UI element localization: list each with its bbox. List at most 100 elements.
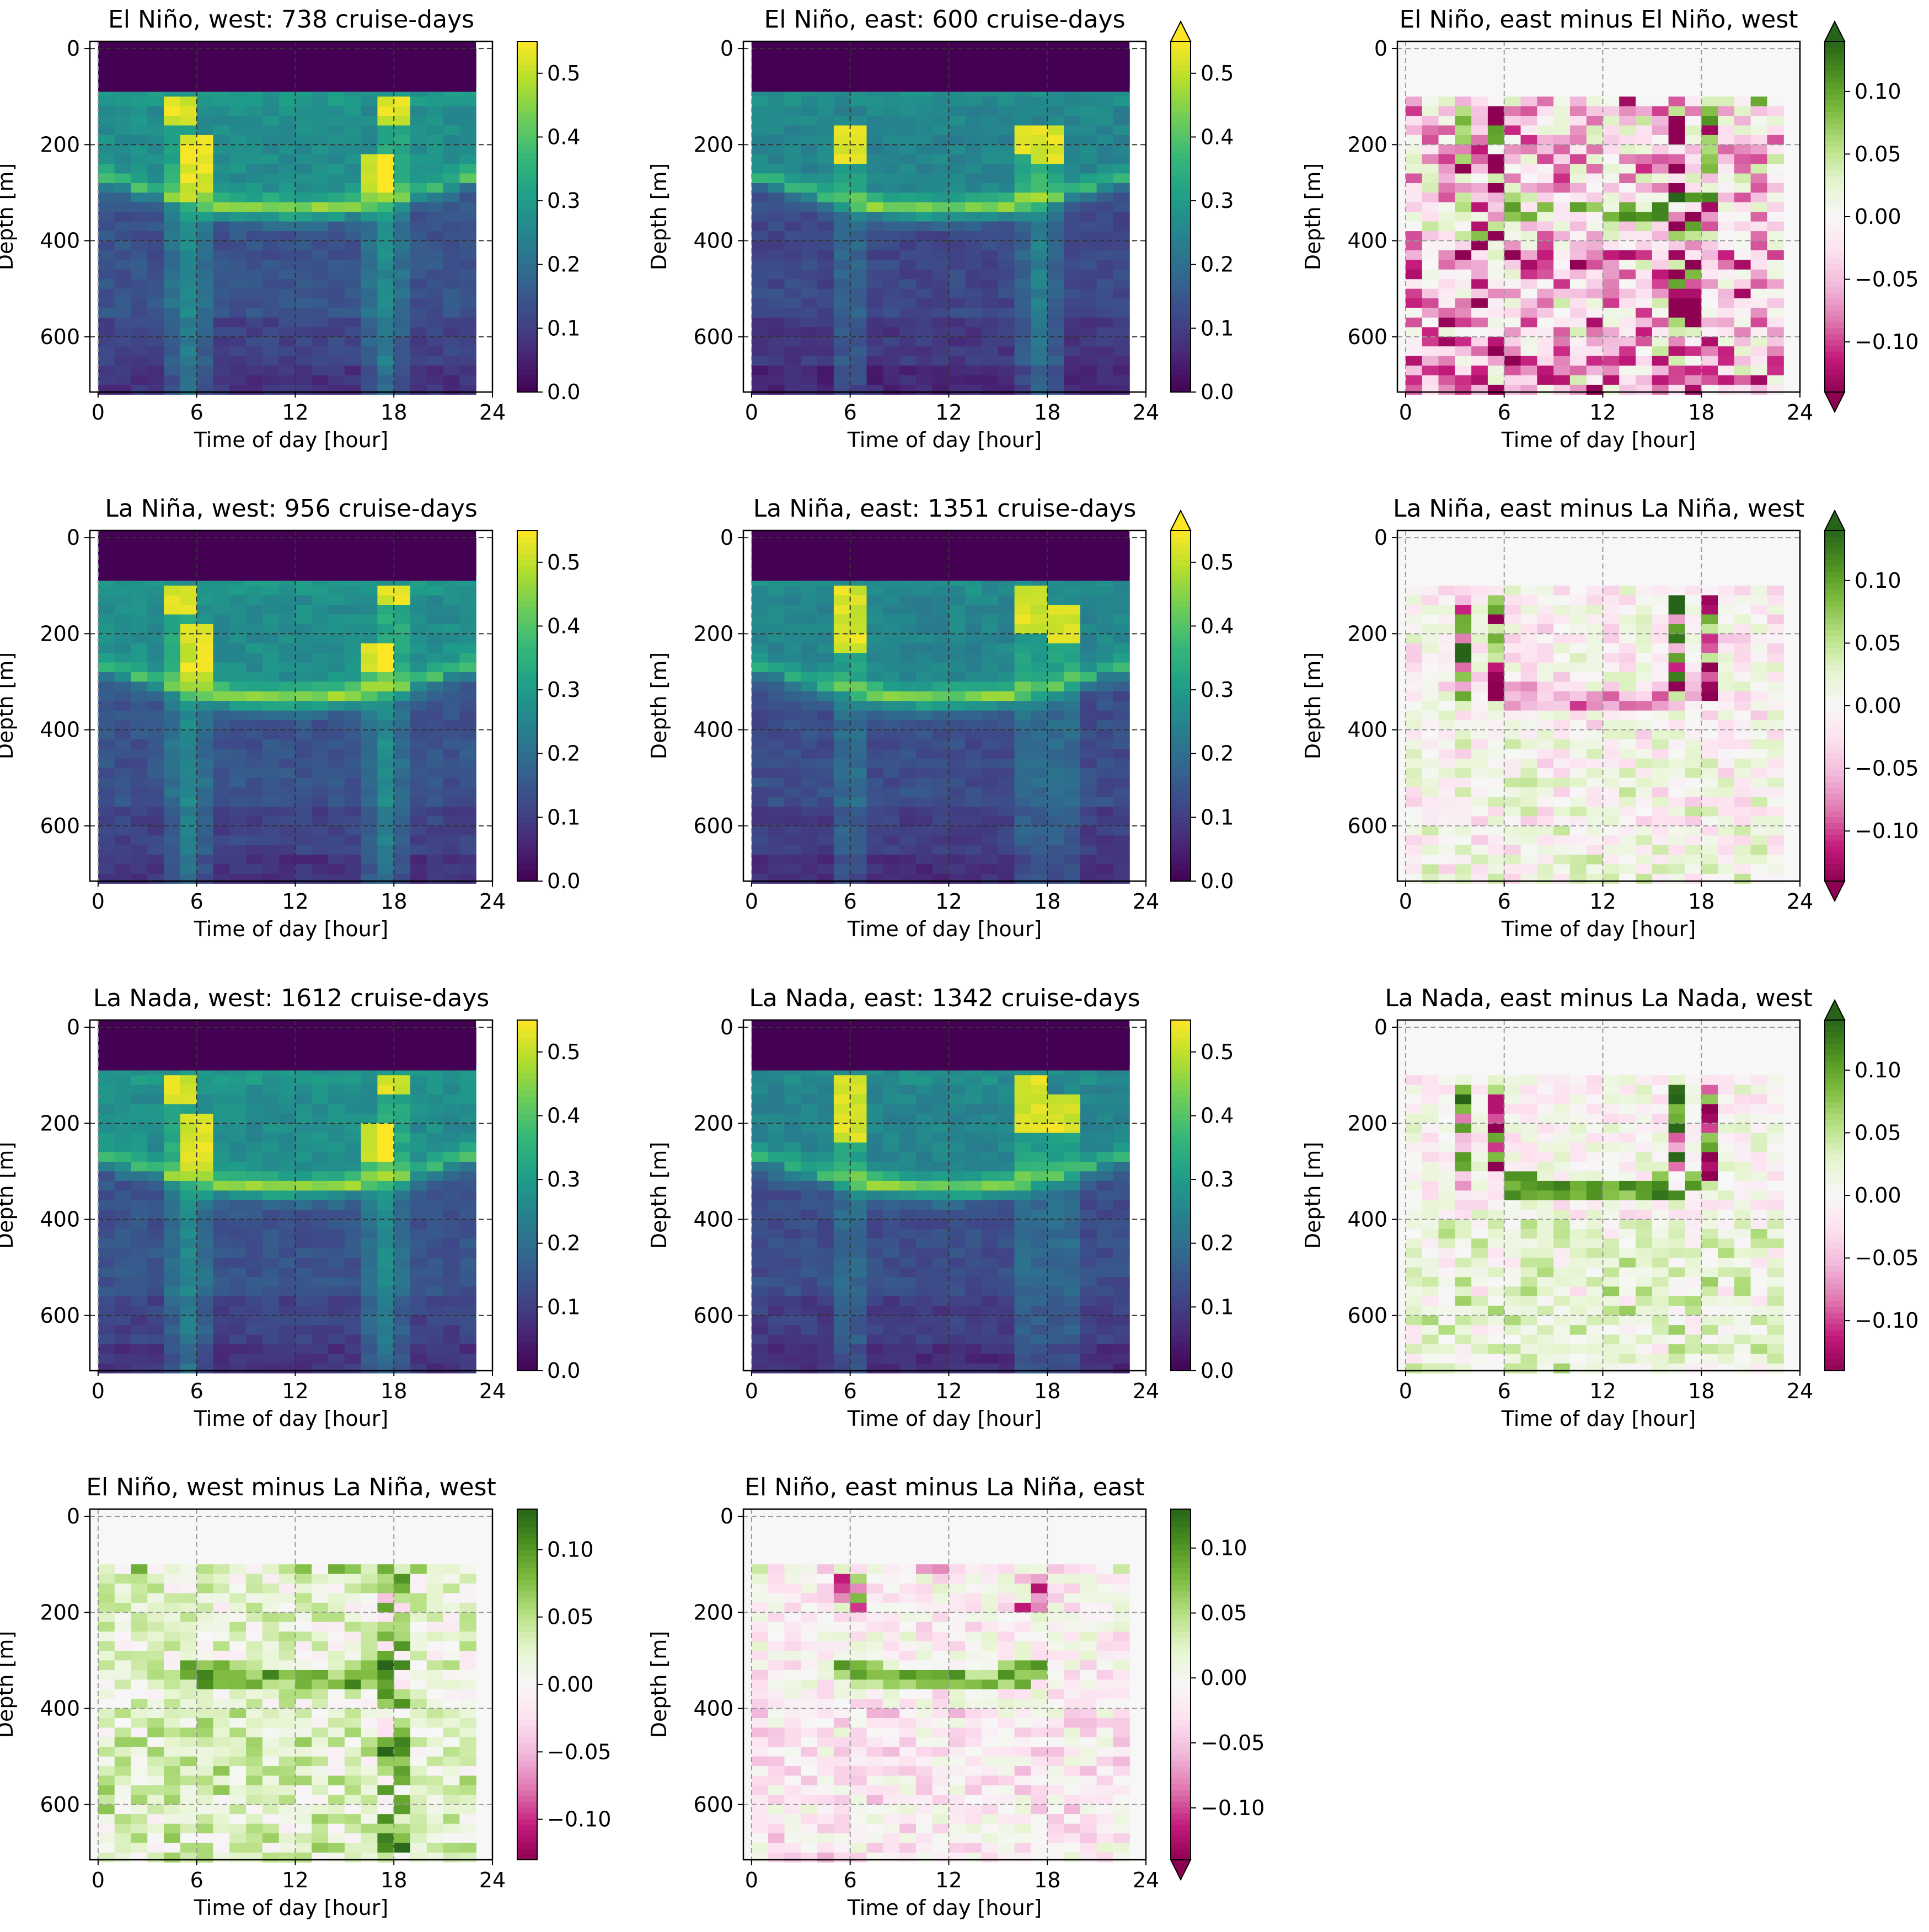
heatmap-cell <box>801 825 818 836</box>
heatmap-cell <box>1537 653 1554 663</box>
heatmap-cell <box>1569 768 1587 779</box>
heatmap-cell <box>1047 662 1064 673</box>
heatmap-cell <box>229 240 247 251</box>
heatmap-cell <box>982 202 999 212</box>
heatmap-cell <box>312 643 329 653</box>
heatmap-cell <box>866 183 883 193</box>
heatmap-cell <box>1603 643 1620 653</box>
heatmap-cell <box>114 135 132 145</box>
heatmap-cell <box>459 681 476 692</box>
y-tick-label: 600 <box>693 325 733 349</box>
heatmap-cell <box>1064 653 1081 663</box>
heatmap-cell <box>1096 835 1113 846</box>
heatmap-cell <box>1553 336 1571 347</box>
heatmap-cell <box>213 835 230 846</box>
heatmap-cell <box>426 749 444 759</box>
heatmap-cell <box>1405 643 1423 653</box>
heatmap-cell <box>1767 346 1784 357</box>
heatmap-cell <box>1701 212 1718 222</box>
heatmap-cell <box>949 710 966 721</box>
heatmap-cell <box>394 202 411 212</box>
heatmap-cell <box>1405 787 1423 798</box>
heatmap-cell <box>131 787 148 798</box>
colorbar-segment <box>1171 141 1191 147</box>
heatmap-cell <box>915 768 933 779</box>
heatmap-cell <box>246 260 263 270</box>
heatmap-cell <box>1767 164 1784 174</box>
heatmap-cell <box>817 384 834 395</box>
heatmap-cell <box>1047 825 1064 836</box>
heatmap-cell <box>768 605 785 615</box>
heatmap-cell <box>1471 96 1488 107</box>
heatmap-cell <box>1685 279 1702 289</box>
heatmap-cell <box>1405 835 1423 846</box>
heatmap-cell <box>817 768 834 779</box>
heatmap-cell <box>1718 356 1735 366</box>
heatmap-cell <box>1603 202 1620 212</box>
heatmap-cell <box>784 729 801 740</box>
heatmap-cell <box>394 250 411 260</box>
heatmap-cell <box>1767 366 1784 376</box>
heatmap-cell <box>459 758 476 769</box>
heatmap-cell <box>801 106 818 116</box>
heatmap-cell <box>1080 183 1097 193</box>
surface-band <box>751 530 1130 581</box>
heatmap-cell <box>833 729 851 740</box>
heatmap-cell <box>114 701 132 711</box>
heatmap-cell <box>1422 183 1439 193</box>
heatmap-cell <box>1734 346 1751 357</box>
colorbar-segment <box>1825 281 1845 287</box>
heatmap-cell <box>1553 288 1571 299</box>
heatmap-cell <box>229 653 247 663</box>
heatmap-cell <box>1438 720 1455 731</box>
heatmap-cell <box>1586 749 1604 759</box>
heatmap-cell <box>262 701 280 711</box>
heatmap-cell <box>915 835 933 846</box>
heatmap-cell <box>932 173 950 184</box>
heatmap-cell <box>932 288 950 299</box>
heatmap-cell <box>1096 164 1113 174</box>
heatmap-cell <box>213 797 230 807</box>
heatmap-cell <box>1471 672 1488 682</box>
heatmap-cell <box>1113 346 1130 357</box>
heatmap-cell <box>180 624 197 634</box>
heatmap-cell <box>915 777 933 788</box>
heatmap-cell <box>1619 250 1636 260</box>
heatmap-cell <box>1438 135 1455 145</box>
heatmap-cell <box>229 231 247 242</box>
heatmap-cell <box>899 346 917 357</box>
heatmap-cell <box>443 221 460 232</box>
axes-frame <box>89 40 494 393</box>
heatmap-cell <box>817 221 834 232</box>
heatmap-cell <box>915 873 933 884</box>
heatmap-cell <box>312 366 329 376</box>
heatmap-cell <box>1537 614 1554 625</box>
colorbar-segment <box>517 706 537 712</box>
heatmap-cell <box>246 96 263 107</box>
heatmap-cell <box>131 279 148 289</box>
heatmap-cell <box>1553 816 1571 827</box>
heatmap-cell <box>180 173 197 184</box>
heatmap-cell <box>751 318 769 328</box>
heatmap-cell <box>1471 202 1488 212</box>
heatmap-cell <box>1537 586 1554 596</box>
heatmap-cell <box>410 318 427 328</box>
colorbar-tick-label: 0.2 <box>547 742 580 766</box>
heatmap-cell <box>1438 298 1455 309</box>
heatmap-cell <box>426 845 444 855</box>
heatmap-cell <box>1113 135 1130 145</box>
heatmap-cell <box>833 308 851 318</box>
heatmap-cell <box>426 164 444 174</box>
heatmap-cell <box>883 221 900 232</box>
heatmap-cell <box>443 173 460 184</box>
heatmap-cell <box>801 288 818 299</box>
heatmap-cell <box>1487 231 1505 242</box>
heatmap-cell <box>768 231 785 242</box>
heatmap-cell <box>1520 864 1537 874</box>
heatmap-cell <box>1767 375 1784 385</box>
heatmap-cell <box>817 308 834 318</box>
x-tick-label: 12 <box>282 400 308 425</box>
heatmap-cell <box>915 173 933 184</box>
heatmap-cell <box>1569 375 1587 385</box>
